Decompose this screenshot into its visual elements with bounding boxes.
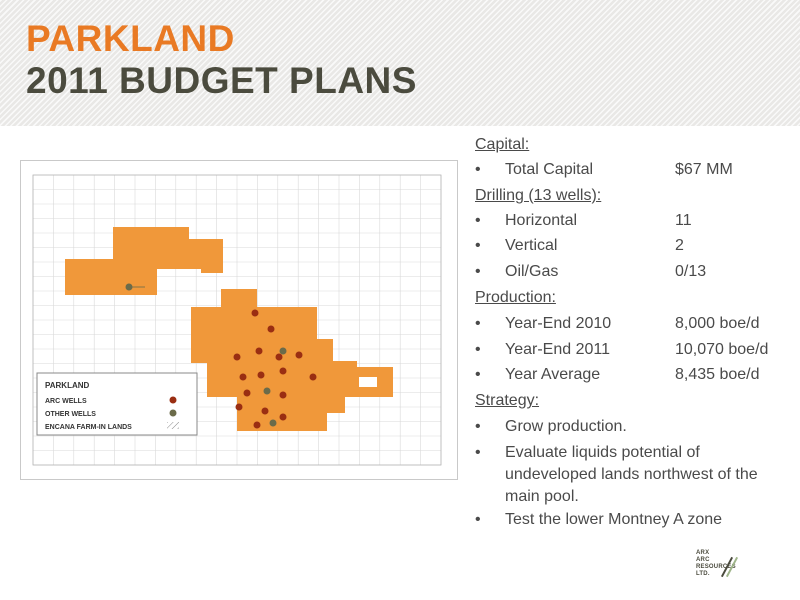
logo-line-4: LTD. xyxy=(696,571,710,577)
strategy-item: • Test the lower Montney A zone xyxy=(475,509,795,531)
drilling-value: 11 xyxy=(675,212,692,229)
strategy-item: • Grow production. xyxy=(475,416,795,438)
drilling-label: Vertical xyxy=(505,237,558,254)
capital-label: Total Capital xyxy=(505,161,594,178)
bullet-icon: • xyxy=(475,315,481,332)
arc-resources-logo: ARX ARC RESOURCES LTD. xyxy=(696,550,746,584)
strategy-heading: Strategy: xyxy=(475,392,540,409)
legend-item-other-wells: OTHER WELLS xyxy=(45,411,96,418)
production-label: Year Average xyxy=(505,366,601,383)
bullet-icon: • xyxy=(475,511,481,528)
production-heading: Production: xyxy=(475,289,556,306)
production-label: Year-End 2011 xyxy=(505,341,610,358)
production-label: Year-End 2010 xyxy=(505,315,612,332)
production-value: 8,435 boe/d xyxy=(675,366,760,383)
arc-well-marker xyxy=(267,325,275,333)
well-markers xyxy=(125,283,317,429)
production-item: • Year-End 2010 8,000 boe/d xyxy=(475,313,795,335)
bullet-icon: • xyxy=(475,341,481,358)
legend-item-arc-wells: ARC WELLS xyxy=(45,398,87,405)
arc-well-marker xyxy=(295,351,303,359)
arc-well-marker xyxy=(279,367,287,375)
production-value: 10,070 boe/d xyxy=(675,341,769,358)
production-value: 8,000 boe/d xyxy=(675,315,760,332)
drilling-heading: Drilling (13 wells): xyxy=(475,187,602,204)
drilling-item: • Oil/Gas 0/13 xyxy=(475,261,795,283)
arc-well-marker xyxy=(253,421,261,429)
header-banner: PARKLAND 2011 BUDGET PLANS xyxy=(0,0,800,126)
legend-title: PARKLAND xyxy=(45,381,90,390)
page-title-line-1: PARKLAND xyxy=(26,18,235,59)
arc-well-dot-icon xyxy=(169,396,177,404)
other-well-marker xyxy=(125,283,133,291)
bullet-icon: • xyxy=(475,444,481,461)
drilling-value: 0/13 xyxy=(675,263,707,280)
bullet-icon: • xyxy=(475,212,481,229)
other-well-marker xyxy=(263,387,271,395)
strategy-text: Evaluate liquids potential of undevelope… xyxy=(505,444,758,505)
page-title-line-2: 2011 BUDGET PLANS xyxy=(26,60,417,101)
arc-well-marker xyxy=(279,413,287,421)
other-well-marker xyxy=(279,347,287,355)
arc-well-marker xyxy=(257,371,265,379)
drilling-item: • Horizontal 11 xyxy=(475,210,795,232)
arc-well-marker xyxy=(239,373,247,381)
capital-value: $67 MM xyxy=(675,161,733,178)
logo-line-3: RESOURCES xyxy=(696,564,736,570)
capital-heading: Capital: xyxy=(475,136,530,153)
logo-line-2: ARC xyxy=(696,557,710,563)
arc-well-marker xyxy=(255,347,263,355)
hatch-swatch-icon xyxy=(167,422,179,429)
strategy-item: • Evaluate liquids potential of undevelo… xyxy=(475,442,795,512)
arc-well-marker xyxy=(243,389,251,397)
strategy-text: Grow production. xyxy=(505,418,627,435)
bullet-icon: • xyxy=(475,237,481,254)
drilling-value: 2 xyxy=(675,237,684,254)
drilling-item: • Vertical 2 xyxy=(475,235,795,257)
drilling-label: Horizontal xyxy=(505,212,578,229)
map-legend: PARKLAND ARC WELLS OTHER WELLS ENCANA FA… xyxy=(36,372,198,436)
arc-well-marker xyxy=(275,353,283,361)
production-item: • Year-End 2011 10,070 boe/d xyxy=(475,339,795,361)
bullet-icon: • xyxy=(475,418,481,435)
production-item: • Year Average 8,435 boe/d xyxy=(475,364,795,386)
arc-well-marker xyxy=(309,373,317,381)
bullet-icon: • xyxy=(475,263,481,280)
land-map-canvas: PARKLAND ARC WELLS OTHER WELLS ENCANA FA… xyxy=(32,174,442,466)
other-well-marker xyxy=(269,419,277,427)
logo-line-1: ARX xyxy=(696,550,710,556)
bullet-icon: • xyxy=(475,366,481,383)
strategy-text: Test the lower Montney A zone xyxy=(505,511,723,528)
arc-well-marker xyxy=(261,407,269,415)
land-map: PARKLAND ARC WELLS OTHER WELLS ENCANA FA… xyxy=(20,160,458,480)
other-well-dot-icon xyxy=(169,409,177,417)
capital-item: • Total Capital $67 MM xyxy=(475,159,795,181)
map-frame xyxy=(32,174,442,466)
drilling-label: Oil/Gas xyxy=(505,263,559,280)
arc-well-marker xyxy=(235,403,243,411)
arc-well-marker xyxy=(279,391,287,399)
parkland-lands xyxy=(65,227,393,431)
legend-item-farm-in-lands: ENCANA FARM-IN LANDS xyxy=(45,424,132,431)
arc-well-marker xyxy=(251,309,259,317)
bullet-icon: • xyxy=(475,161,481,178)
arc-well-marker xyxy=(233,353,241,361)
